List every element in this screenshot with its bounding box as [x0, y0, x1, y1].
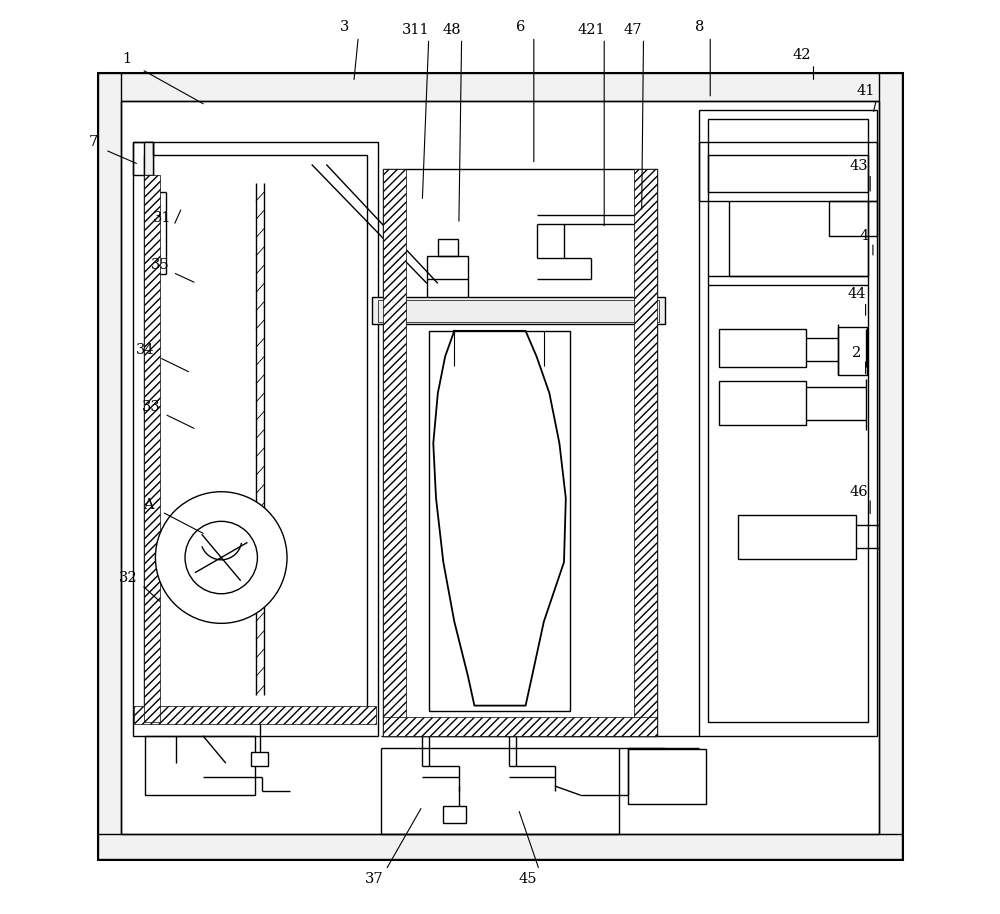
Text: 41: 41: [856, 84, 875, 99]
Text: 47: 47: [623, 23, 642, 37]
Bar: [708, 119, 868, 192]
Bar: [98, 73, 902, 859]
Bar: [443, 806, 466, 823]
Bar: [378, 300, 659, 322]
Text: 44: 44: [847, 287, 866, 302]
Bar: [251, 752, 268, 766]
Bar: [429, 331, 570, 711]
Text: 6: 6: [516, 20, 526, 35]
Text: A: A: [143, 497, 153, 512]
Text: 2: 2: [852, 345, 861, 360]
Text: 43: 43: [850, 159, 869, 174]
Bar: [829, 201, 877, 236]
Text: 33: 33: [141, 399, 160, 414]
Bar: [699, 110, 877, 201]
Bar: [427, 256, 468, 279]
Bar: [838, 327, 867, 375]
Bar: [438, 239, 458, 256]
Text: 1: 1: [123, 52, 132, 67]
Bar: [719, 329, 806, 367]
Text: 32: 32: [119, 570, 137, 585]
Circle shape: [155, 492, 287, 623]
Bar: [708, 155, 868, 722]
Text: 35: 35: [151, 258, 169, 272]
Text: 37: 37: [365, 872, 383, 887]
Bar: [372, 297, 665, 324]
Bar: [383, 169, 657, 736]
Bar: [144, 142, 153, 175]
Circle shape: [185, 521, 257, 594]
Bar: [98, 73, 121, 859]
Bar: [383, 169, 406, 736]
Bar: [144, 175, 160, 722]
Bar: [133, 142, 378, 736]
Bar: [144, 155, 367, 722]
Text: 46: 46: [850, 484, 869, 499]
Bar: [134, 706, 376, 724]
Text: 42: 42: [792, 48, 811, 62]
Bar: [634, 169, 657, 736]
Text: 45: 45: [518, 872, 537, 887]
Text: 34: 34: [136, 343, 155, 357]
Bar: [98, 834, 902, 859]
Text: 3: 3: [340, 20, 349, 35]
Bar: [879, 73, 902, 859]
Bar: [738, 515, 856, 559]
Bar: [383, 717, 657, 736]
Text: 8: 8: [695, 20, 704, 35]
Bar: [145, 736, 255, 795]
Bar: [133, 142, 153, 175]
Text: 4: 4: [859, 228, 868, 243]
Text: 311: 311: [402, 23, 430, 37]
Bar: [628, 749, 706, 804]
Text: 421: 421: [578, 23, 605, 37]
Text: 31: 31: [153, 210, 171, 225]
Text: 48: 48: [442, 23, 461, 37]
Bar: [699, 142, 877, 736]
Bar: [98, 73, 902, 101]
Text: 7: 7: [89, 134, 98, 149]
Bar: [719, 381, 806, 425]
